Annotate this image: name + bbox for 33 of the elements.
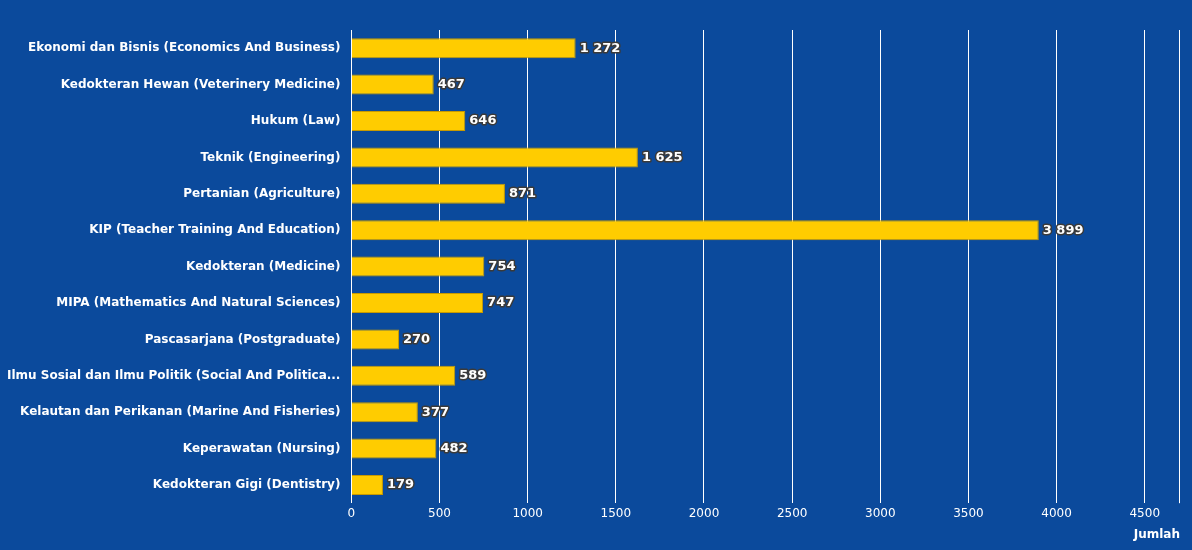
y-tick-label: Ilmu Sosial dan Ilmu Politik (Social And Politica... xyxy=(7,367,341,382)
data-label: 1 625 xyxy=(641,148,683,164)
y-tick-label: Pertanian (Agriculture) xyxy=(183,185,341,200)
x-tick-label: 1500 xyxy=(600,505,632,520)
x-tick-label: 2500 xyxy=(776,505,808,520)
y-tick-label: Ekonomi dan Bisnis (Economics And Business) xyxy=(28,40,341,55)
x-axis-title: Jumlah xyxy=(1132,526,1180,541)
data-label: 589 xyxy=(459,367,487,383)
data-label: 482 xyxy=(440,439,468,455)
x-tick-label: 500 xyxy=(428,505,452,520)
y-tick-label: Kedokteran Hewan (Veterinery Medicine) xyxy=(60,76,341,91)
y-tick-label: MIPA (Mathematics And Natural Sciences) xyxy=(56,295,341,310)
data-label: 646 xyxy=(469,112,497,128)
y-tick-label: Kedokteran Gigi (Dentistry) xyxy=(152,477,341,492)
y-tick-label: Hukum (Law) xyxy=(250,113,341,128)
y-tick-label: Pascasarjana (Postgraduate) xyxy=(144,331,341,346)
data-label: 754 xyxy=(488,257,516,273)
y-tick-label: KIP (Teacher Training And Education) xyxy=(89,222,341,237)
x-tick-label: 3000 xyxy=(865,505,896,520)
x-tick-label: 0 xyxy=(347,505,356,520)
y-tick-label: Kedokteran (Medicine) xyxy=(186,258,341,273)
y-tick-label: Teknik (Engineering) xyxy=(200,149,341,164)
data-label: 747 xyxy=(487,294,515,310)
y-tick-label: Keperawatan (Nursing) xyxy=(182,440,341,455)
data-label: 179 xyxy=(386,476,415,492)
y-tick-label: Kelautan dan Perikanan (Marine And Fisheries) xyxy=(20,404,341,419)
data-label: 3 899 xyxy=(1042,221,1084,237)
x-tick-label: 4500 xyxy=(1129,505,1161,520)
x-tick-label: 3500 xyxy=(953,505,984,520)
data-label: 270 xyxy=(403,330,431,346)
x-tick-label: 2000 xyxy=(688,505,720,520)
x-tick-label: 4000 xyxy=(1041,505,1072,520)
x-tick-label: 1000 xyxy=(512,505,543,520)
